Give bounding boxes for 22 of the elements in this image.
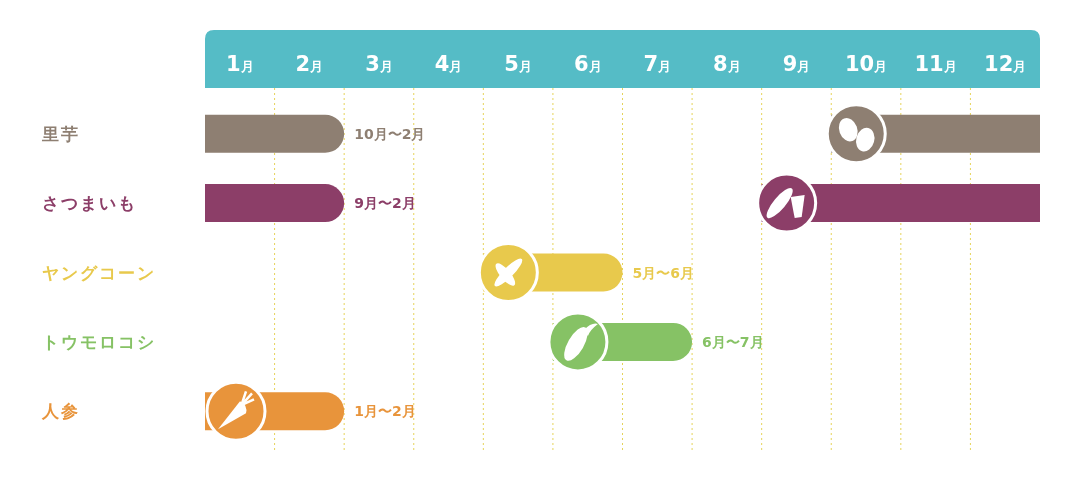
y-tick-label: 人参 (41, 401, 80, 422)
y-tick-label: トウモロコシ (42, 331, 156, 352)
y-tick-label: ヤングコーン (42, 262, 156, 283)
x-tick-label: 1月 (225, 52, 254, 76)
y-tick-label: さつまいも (42, 193, 137, 214)
x-tick-label: 8月 (713, 52, 741, 76)
x-tick-label: 5月 (504, 52, 532, 76)
x-tick-label: 3月 (365, 52, 393, 76)
annotation: 9月〜2月 (354, 195, 416, 212)
x-tick-label: 12月 (984, 52, 1027, 76)
x-tick-label: 7月 (643, 52, 672, 76)
annotation: 6月〜7月 (702, 333, 764, 350)
x-tick-label: 9月 (782, 52, 811, 76)
annotation: 1月〜2月 (354, 403, 416, 420)
x-tick-label: 4月 (434, 52, 463, 76)
x-tick-label: 6月 (573, 52, 602, 76)
annotation: 10月〜2月 (354, 125, 426, 142)
y-tick-label: 里芋 (41, 123, 80, 144)
x-tick-label: 10月 (844, 52, 888, 76)
x-tick-label: 2月 (295, 52, 324, 76)
x-tick-label: 11月 (914, 52, 957, 76)
annotation: 5月〜6月 (632, 264, 694, 281)
